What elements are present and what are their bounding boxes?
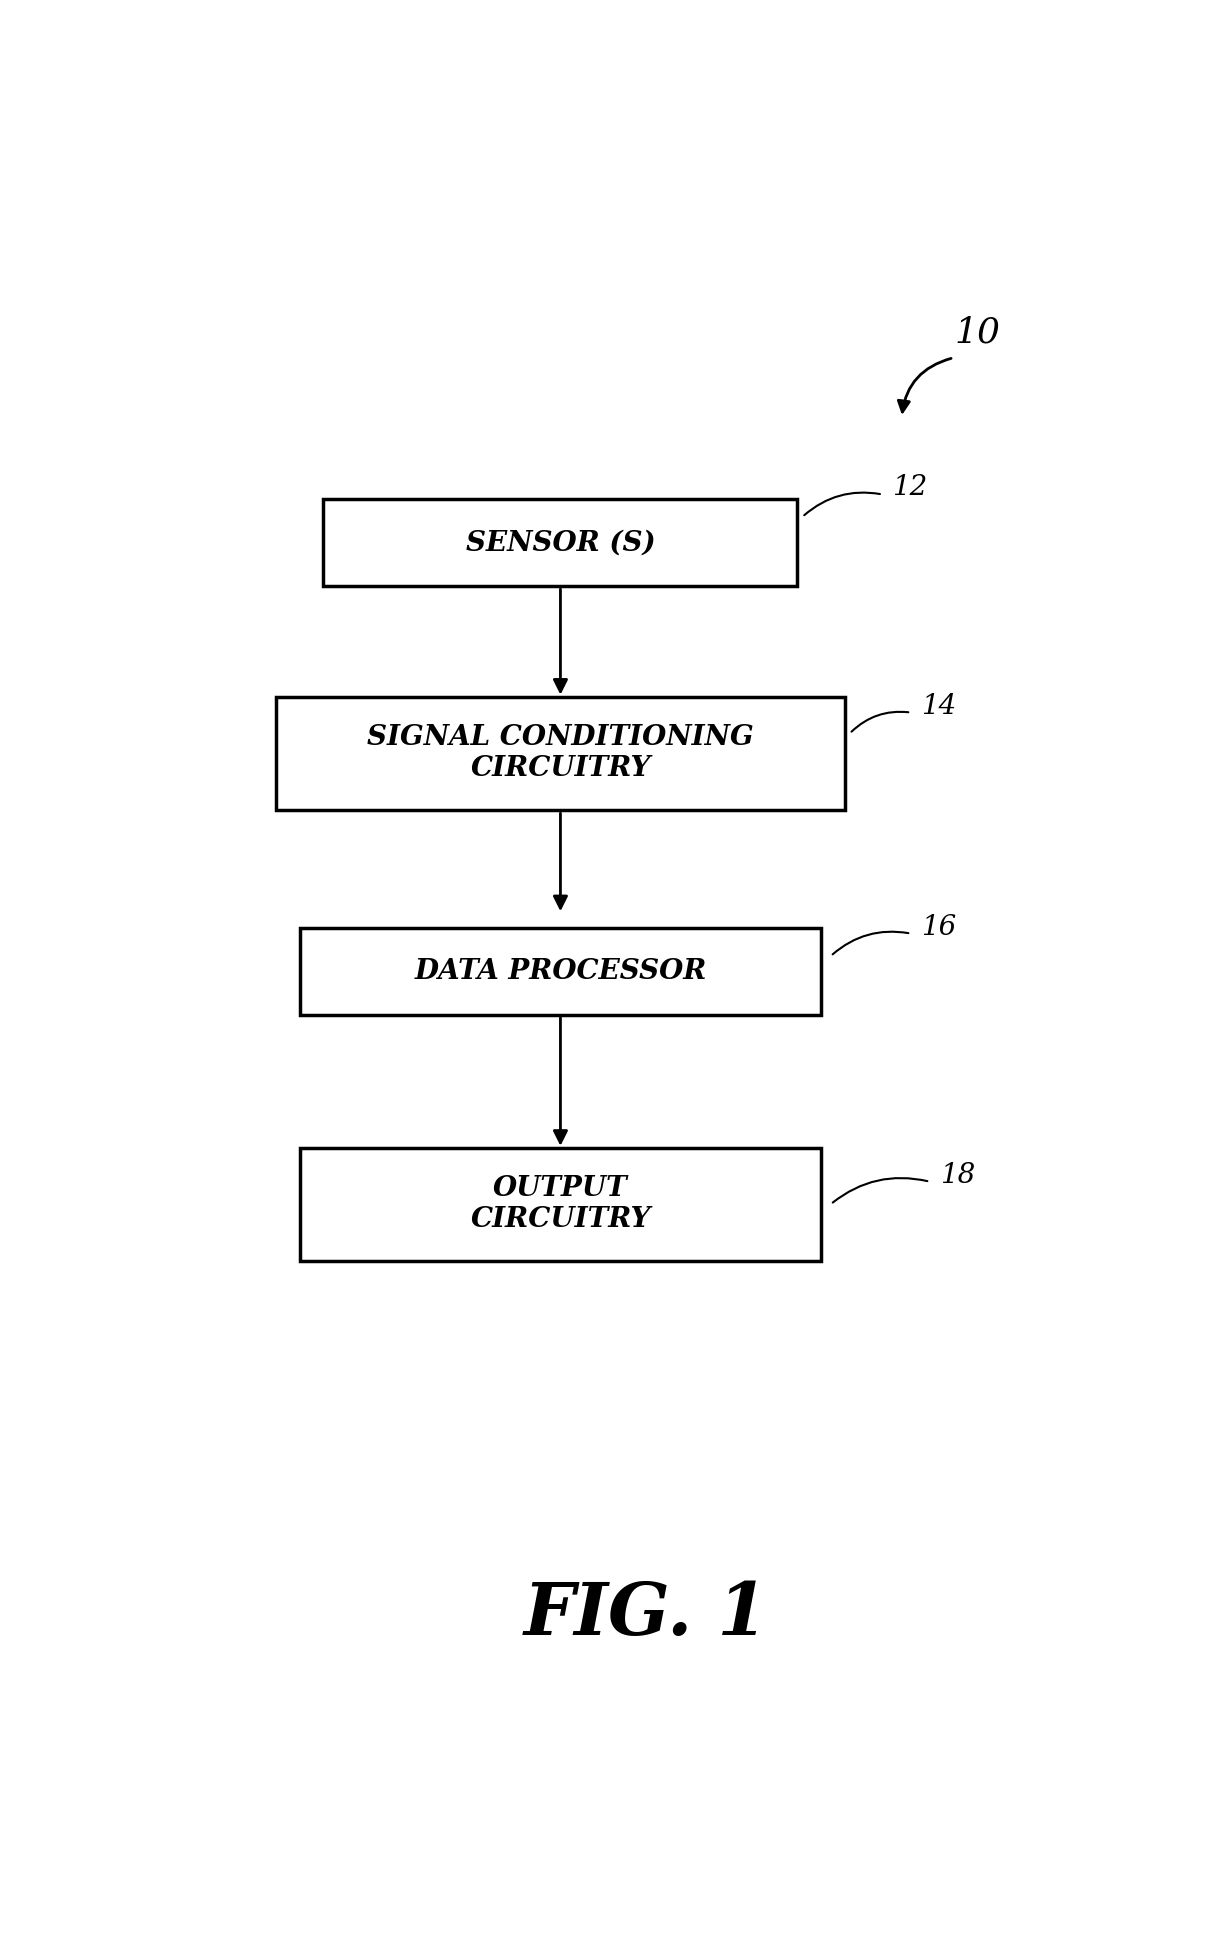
Text: SENSOR (S): SENSOR (S) — [466, 529, 656, 557]
FancyArrowPatch shape — [805, 492, 881, 516]
FancyArrowPatch shape — [833, 1178, 927, 1203]
Text: 16: 16 — [921, 914, 956, 941]
Text: OUTPUT
CIRCUITRY: OUTPUT CIRCUITRY — [471, 1176, 651, 1234]
Text: SIGNAL CONDITIONING
CIRCUITRY: SIGNAL CONDITIONING CIRCUITRY — [367, 725, 753, 783]
Bar — [276, 697, 845, 810]
Bar — [300, 1148, 821, 1262]
Text: FIG. 1: FIG. 1 — [523, 1580, 768, 1650]
Text: 18: 18 — [939, 1162, 975, 1189]
FancyArrowPatch shape — [833, 932, 909, 955]
Bar — [323, 500, 797, 586]
FancyArrowPatch shape — [851, 711, 909, 732]
Bar — [300, 928, 821, 1016]
Text: 14: 14 — [921, 693, 956, 721]
Text: 12: 12 — [893, 473, 927, 500]
Text: DATA PROCESSOR: DATA PROCESSOR — [415, 957, 707, 984]
Text: 10: 10 — [954, 314, 1000, 350]
